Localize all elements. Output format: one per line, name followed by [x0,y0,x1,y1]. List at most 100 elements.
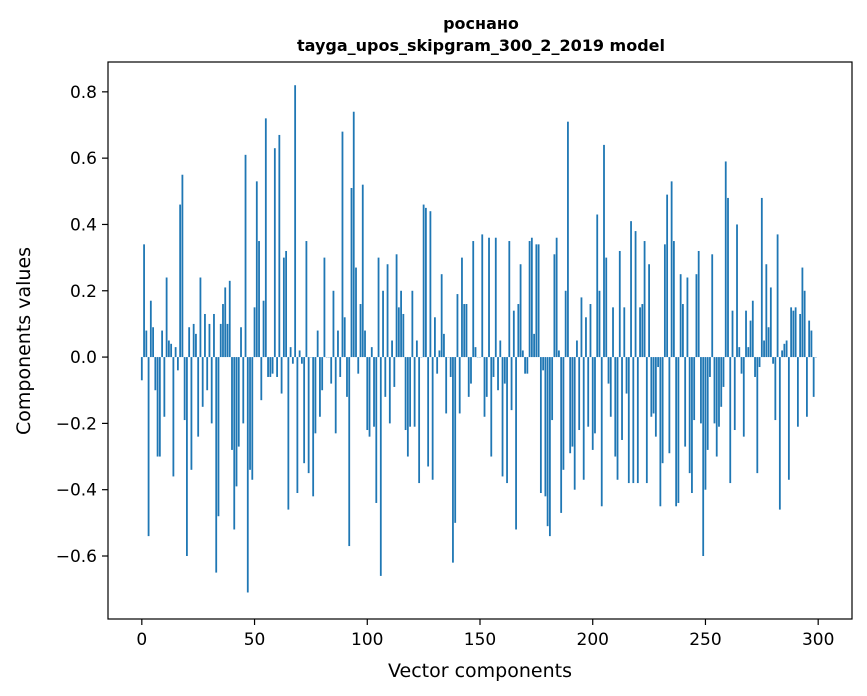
bar-component-141 [458,357,461,414]
bar-component-30 [208,323,211,358]
bar-component-220 [636,357,639,484]
bar-component-114 [397,307,400,358]
bar-component-178 [542,357,545,371]
y-axis-label: Components values [13,247,35,435]
bar-component-120 [411,290,414,358]
bar-component-164 [510,357,513,411]
bar-component-155 [490,357,493,457]
bar-component-163 [508,241,511,358]
bar-component-31 [210,357,213,424]
bar-component-84 [330,357,333,384]
bar-component-60 [276,357,278,377]
bar-component-290 [794,307,797,358]
bar-component-236 [672,241,675,358]
bar-component-296 [808,320,811,358]
bar-component-210 [614,357,617,457]
chart-title-line1: роснано [443,14,519,33]
bar-component-177 [539,357,542,494]
bar-component-102 [370,347,373,358]
bar-component-72 [303,357,306,464]
bar-component-260 [727,197,729,358]
bar-component-121 [413,357,416,427]
bar-component-282 [776,234,779,358]
bar-component-125 [422,204,425,358]
bar-component-110 [388,357,391,424]
bar-component-13 [170,343,173,358]
bar-component-67 [291,357,294,364]
bar-component-48 [249,357,251,470]
bar-component-292 [799,313,802,358]
bar-component-162 [506,357,508,484]
bar-component-96 [357,357,360,374]
bar-component-157 [494,237,497,358]
bar-component-41 [233,357,236,530]
bar-component-129 [431,357,434,480]
bar-component-138 [452,357,454,563]
y-tick-label: 0.0 [70,348,97,368]
x-axis-label: Vector components [388,660,572,682]
bar-component-225 [648,264,650,358]
bar-component-255 [715,357,718,457]
bar-component-289 [792,310,795,358]
bar-component-229 [657,357,660,368]
x-tick-label: 300 [802,630,834,650]
bar-component-197 [585,317,587,358]
bar-component-78 [316,330,319,358]
bar-component-53 [260,357,263,401]
bar-component-172 [528,241,531,358]
bar-component-113 [395,254,398,358]
bar-component-218 [632,357,635,484]
bar-component-216 [627,357,630,484]
bar-component-196 [582,357,585,480]
bar-component-39 [228,280,231,358]
bar-component-287 [787,357,790,480]
bar-component-253 [711,254,714,358]
bars-group [140,85,817,593]
bar-component-273 [756,357,759,474]
bar-component-46 [244,154,247,358]
bar-component-207 [607,357,610,384]
bar-component-174 [533,333,536,358]
bar-component-168 [519,264,522,358]
bar-component-247 [697,250,700,358]
bar-component-226 [650,357,653,417]
bar-component-6 [154,357,157,391]
bar-component-222 [641,304,644,358]
bar-component-85 [332,290,335,358]
bar-component-43 [237,357,240,447]
bar-component-69 [296,357,299,494]
bar-component-20 [186,357,188,557]
x-axis-ticks: 0 50 100 150 200 250 300 [136,619,834,650]
bar-component-63 [282,257,285,358]
bar-component-181 [548,357,551,537]
bar-component-241 [684,357,687,447]
bar-component-47 [246,357,249,593]
bar-component-261 [729,357,732,484]
bar-component-55 [264,118,267,358]
bar-component-183 [553,254,556,358]
bar-component-153 [485,357,488,397]
bar-component-26 [199,277,202,358]
bar-component-32 [213,313,215,358]
bar-component-252 [709,357,711,377]
bar-component-254 [713,357,716,424]
bar-component-9 [161,330,164,358]
bar-component-107 [382,290,384,358]
bar-component-275 [760,197,763,358]
bar-component-19 [183,357,186,421]
bar-component-36 [222,304,224,358]
bar-component-135 [445,357,448,414]
bar-component-57 [269,357,272,377]
bar-component-95 [355,267,357,358]
bar-component-221 [639,307,641,358]
bar-component-89 [341,131,344,358]
bar-component-214 [623,307,626,358]
bar-component-203 [598,290,601,358]
bar-component-76 [312,357,315,497]
bar-component-58 [271,357,274,374]
bar-component-22 [190,357,193,470]
bar-component-80 [321,357,324,391]
y-tick-label: 0.8 [70,83,97,103]
bar-component-262 [731,310,734,358]
bar-component-234 [668,357,671,454]
